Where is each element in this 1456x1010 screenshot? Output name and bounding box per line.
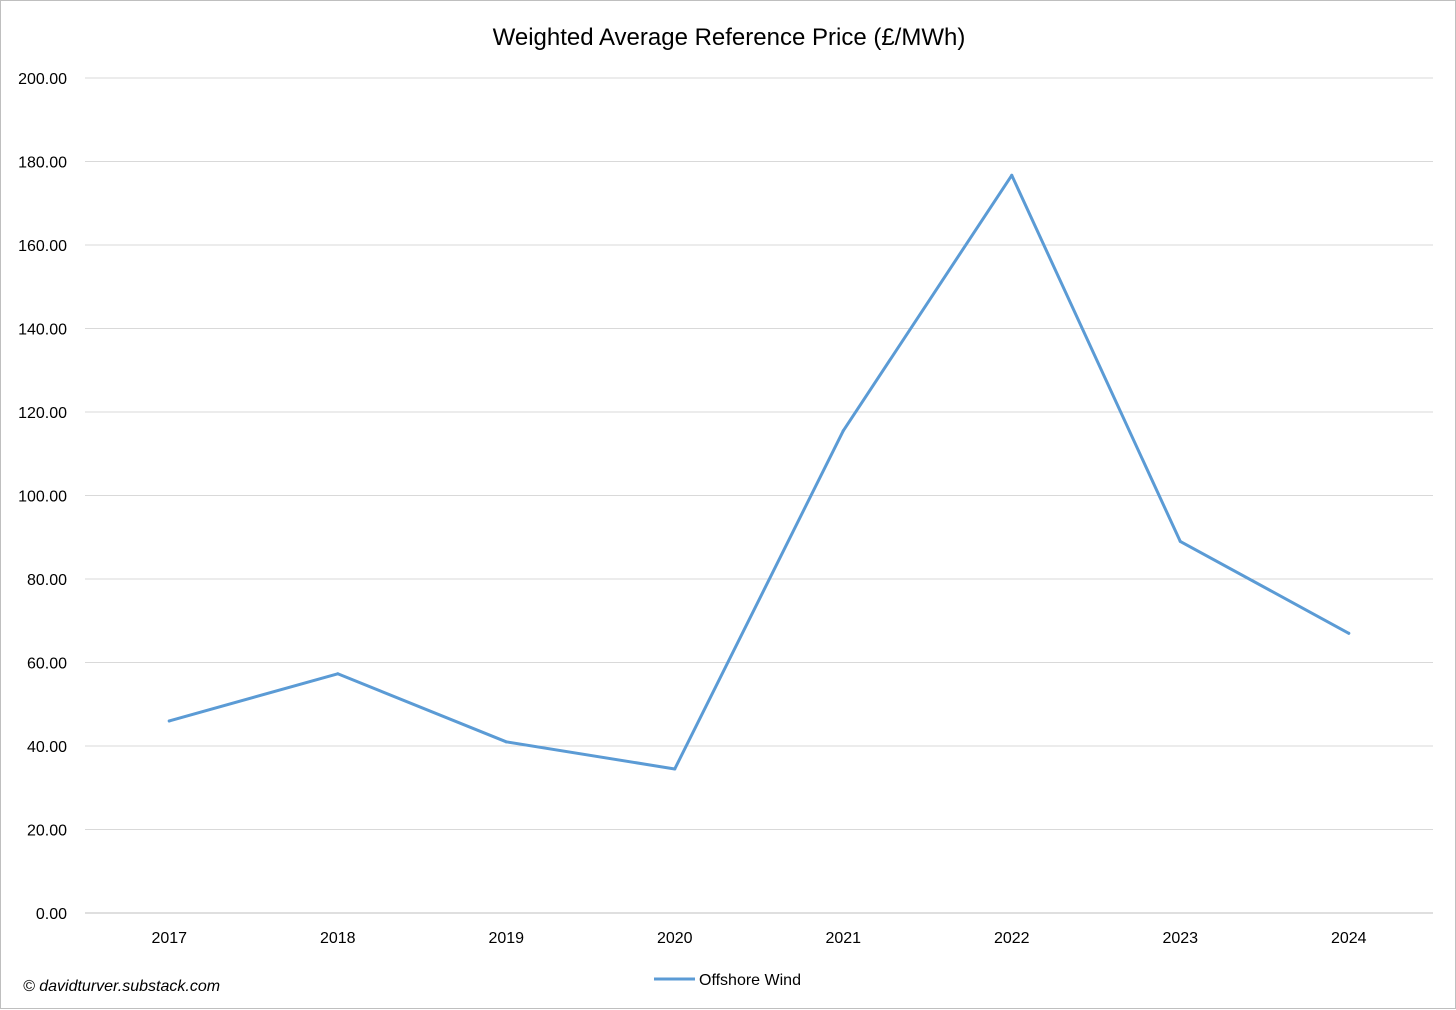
y-tick-label: 20.00 (27, 823, 67, 840)
series-layer (167, 173, 1351, 771)
data-point (336, 672, 340, 676)
y-tick-label: 40.00 (27, 739, 67, 756)
x-tick-label: 2021 (825, 930, 861, 947)
credit-watermark: © davidturver.substack.com (23, 978, 220, 995)
x-tick-label: 2017 (151, 930, 187, 947)
y-tick-label: 200.00 (18, 71, 67, 88)
x-tick-label: 2024 (1331, 930, 1367, 947)
data-point (673, 767, 677, 771)
y-tick-label: 160.00 (18, 238, 67, 255)
x-tick-label: 2023 (1162, 930, 1198, 947)
chart-title: Weighted Average Reference Price (£/MWh) (493, 24, 966, 51)
x-tick-label: 2018 (320, 930, 356, 947)
y-tick-label: 140.00 (18, 322, 67, 339)
y-tick-label: 100.00 (18, 489, 67, 506)
data-point (167, 719, 171, 723)
legend-label-offshore-wind: Offshore Wind (699, 972, 801, 989)
x-axis-ticks: 2017 2018 2019 2020 2021 2022 2023 2024 (151, 930, 1366, 947)
x-tick-label: 2022 (994, 930, 1030, 947)
y-tick-label: 80.00 (27, 572, 67, 589)
series-line-offshore-wind (167, 173, 1351, 771)
y-tick-label: 0.00 (36, 906, 67, 923)
legend: Offshore Wind (654, 972, 801, 989)
data-point (504, 740, 508, 744)
x-tick-label: 2020 (657, 930, 693, 947)
x-tick-label: 2019 (488, 930, 524, 947)
data-point (841, 429, 845, 433)
y-axis-ticks: 0.00 20.00 40.00 60.00 80.00 100.00 120.00 140.… (18, 71, 67, 923)
y-tick-label: 180.00 (18, 155, 67, 172)
y-tick-label: 60.00 (27, 656, 67, 673)
data-point (1010, 173, 1014, 177)
data-point (1347, 631, 1351, 635)
gridlines (85, 77, 1433, 914)
y-tick-label: 120.00 (18, 405, 67, 422)
data-point (1178, 539, 1182, 543)
